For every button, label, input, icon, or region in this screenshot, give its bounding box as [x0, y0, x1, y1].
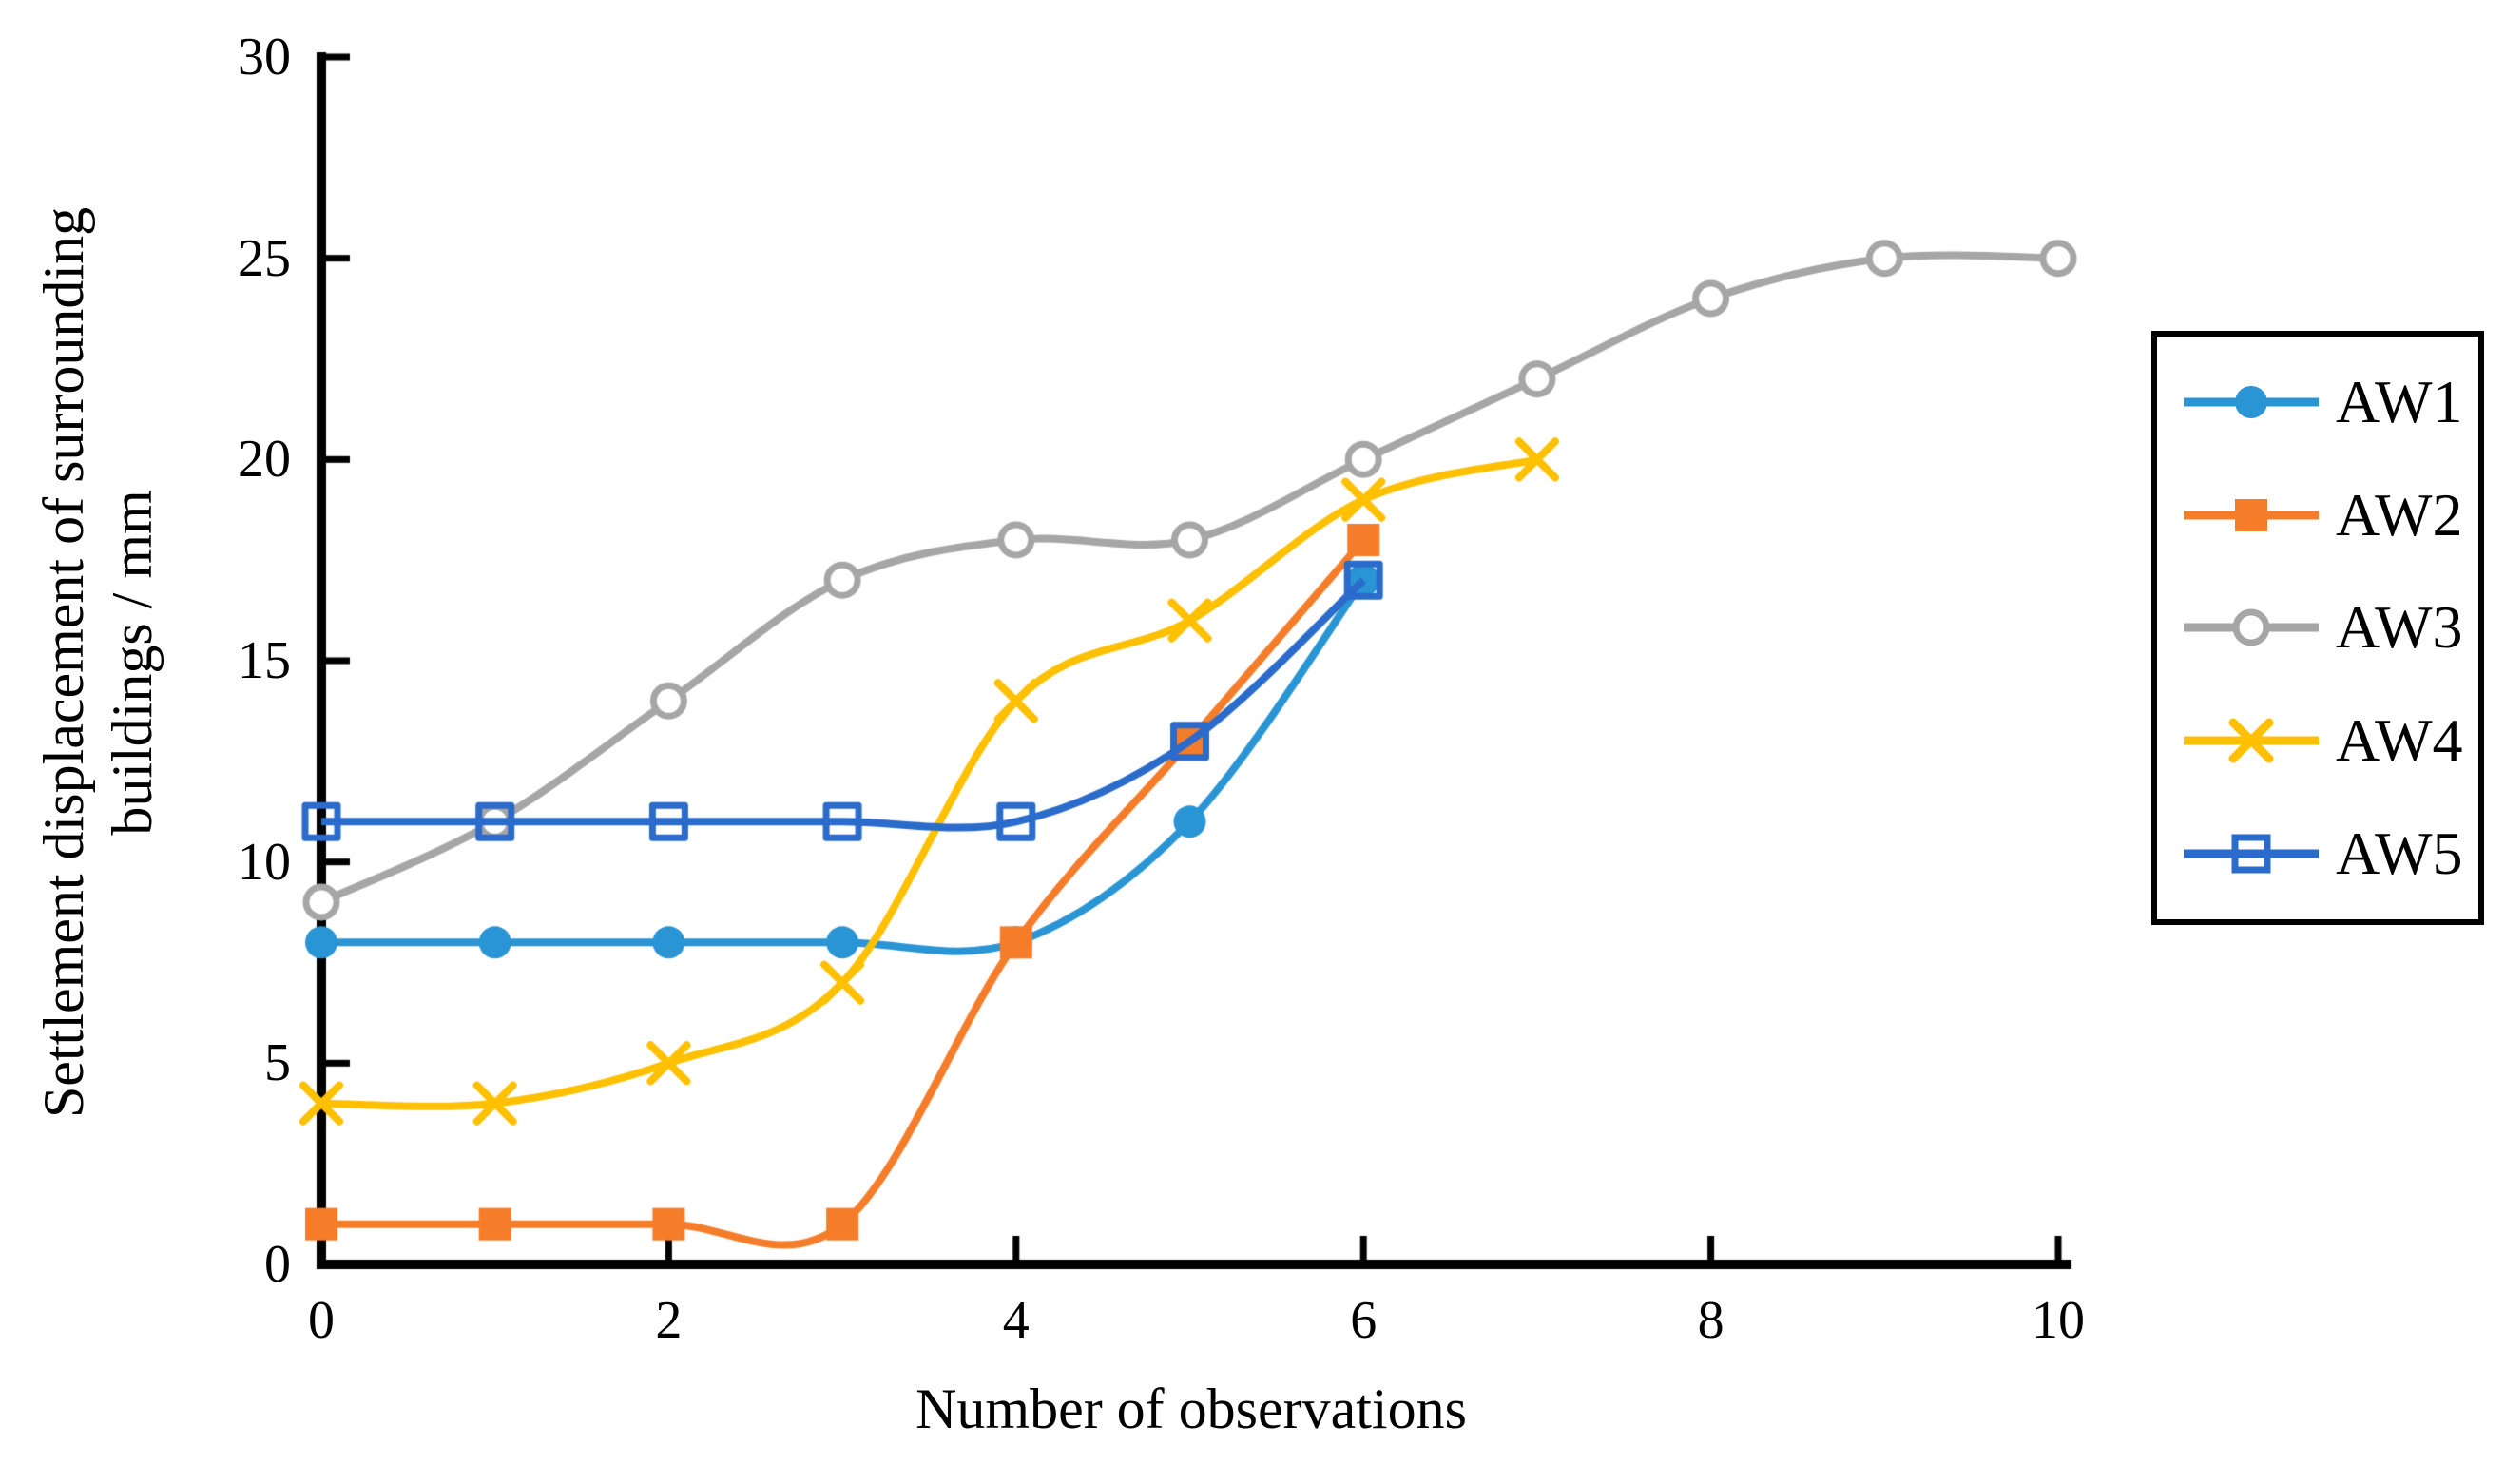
y-tick-label: 10 — [238, 832, 291, 892]
y-tick-label: 15 — [238, 631, 291, 690]
legend-sample-square — [2184, 498, 2319, 531]
filled-square-marker-icon — [2235, 498, 2267, 531]
legend-label: AW5 — [2336, 819, 2463, 887]
x-marker-icon — [2228, 718, 2274, 763]
x-tick-label: 6 — [1350, 1291, 1378, 1350]
x-tick-label: 10 — [2032, 1291, 2085, 1350]
legend-label: AW1 — [2336, 368, 2463, 436]
open-square-marker-icon — [2231, 834, 2271, 874]
legend-entry-aw3: AW3 — [2180, 593, 2478, 661]
filled-circle-marker-icon — [2235, 386, 2267, 419]
legend-label: AW3 — [2336, 593, 2463, 662]
y-tick-label: 25 — [238, 228, 291, 288]
y-tick-label: 5 — [264, 1033, 291, 1093]
legend-sample-x — [2184, 718, 2319, 763]
legend-label: AW2 — [2336, 480, 2463, 549]
legend-sample-circle — [2184, 386, 2319, 419]
legend-entry-aw4: AW4 — [2180, 706, 2478, 774]
x-axis-title: Number of observations — [915, 1378, 1467, 1440]
legend-sample-square-open — [2184, 834, 2319, 874]
legend: AW1 AW2 AW3 AW4 AW5 — [2151, 331, 2484, 925]
x-tick-label: 8 — [1697, 1291, 1725, 1350]
legend-entry-aw1: AW1 — [2180, 368, 2478, 435]
y-tick-label: 30 — [238, 28, 291, 87]
legend-entry-aw5: AW5 — [2180, 819, 2478, 887]
y-tick-label: 0 — [264, 1235, 291, 1294]
x-tick-label: 4 — [1002, 1291, 1030, 1350]
open-circle-marker-icon — [2232, 608, 2270, 646]
legend-label: AW4 — [2336, 706, 2463, 775]
legend-entry-aw2: AW2 — [2180, 481, 2478, 549]
x-tick-label: 2 — [655, 1291, 683, 1350]
y-tick-label: 20 — [238, 430, 291, 490]
legend-sample-circle-open — [2184, 608, 2319, 646]
x-tick-label: 0 — [308, 1291, 335, 1350]
